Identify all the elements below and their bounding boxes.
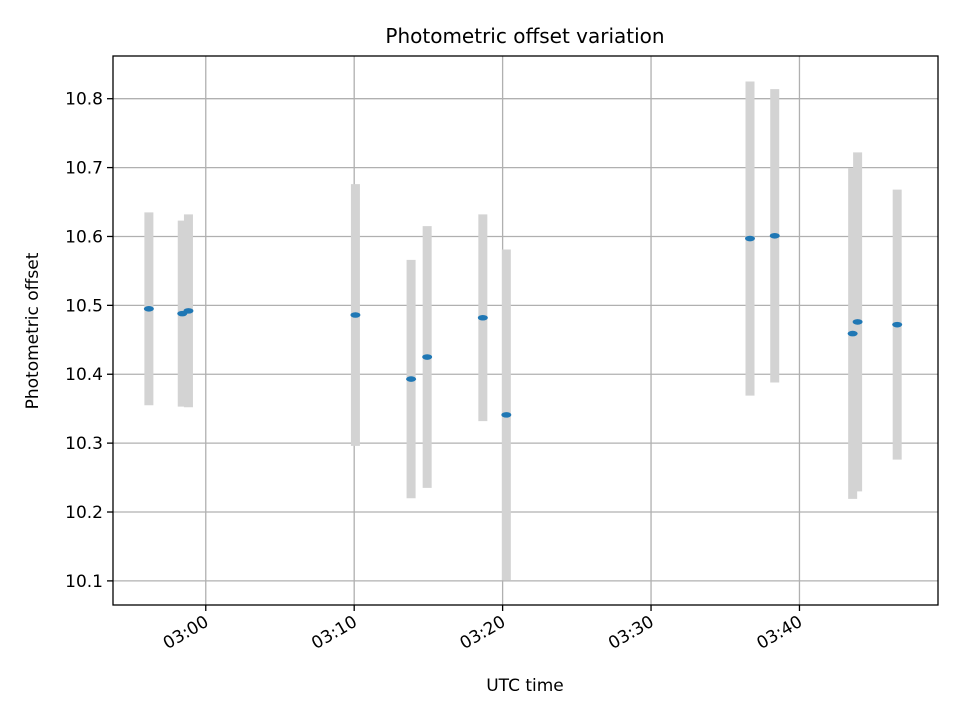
error-bars — [144, 81, 902, 581]
data-point — [847, 330, 858, 337]
x-tick-label: 03:30 — [605, 612, 657, 654]
data-points — [143, 232, 903, 418]
data-point — [769, 232, 780, 239]
data-point — [350, 312, 361, 318]
y-tick-label: 10.1 — [65, 572, 103, 592]
y-tick-label: 10.6 — [65, 227, 103, 247]
data-point — [892, 321, 903, 328]
y-tick-label: 10.4 — [65, 365, 103, 385]
y-tick-label: 10.7 — [65, 159, 103, 179]
data-point — [501, 412, 512, 418]
grid — [113, 56, 938, 605]
data-point — [406, 376, 417, 382]
x-tick-label: 03:10 — [308, 612, 360, 654]
plot-frame — [112, 55, 939, 606]
y-axis-title: Photometric offset — [23, 252, 43, 409]
y-tick-label: 10.5 — [65, 296, 103, 316]
data-point — [744, 235, 755, 242]
y-tick-label: 10.8 — [65, 90, 103, 110]
y-axis: 10.1 10.2 10.3 10.4 10.5 10.6 10.7 10.8 — [65, 90, 113, 592]
y-tick-label: 10.2 — [65, 503, 103, 523]
x-axis: 03:00 03:10 03:20 03:30 03:40 — [160, 605, 806, 654]
data-point — [422, 354, 433, 360]
data-point — [477, 314, 488, 321]
x-tick-label: 03:40 — [754, 612, 806, 654]
x-tick-label: 03:00 — [160, 612, 212, 654]
y-tick-label: 10.3 — [65, 434, 103, 454]
data-point — [183, 308, 194, 314]
data-point — [852, 319, 863, 325]
x-tick-label: 03:20 — [457, 612, 509, 654]
data-point — [143, 306, 154, 312]
x-axis-title: UTC time — [486, 676, 564, 696]
chart-title: Photometric offset variation — [385, 24, 664, 48]
